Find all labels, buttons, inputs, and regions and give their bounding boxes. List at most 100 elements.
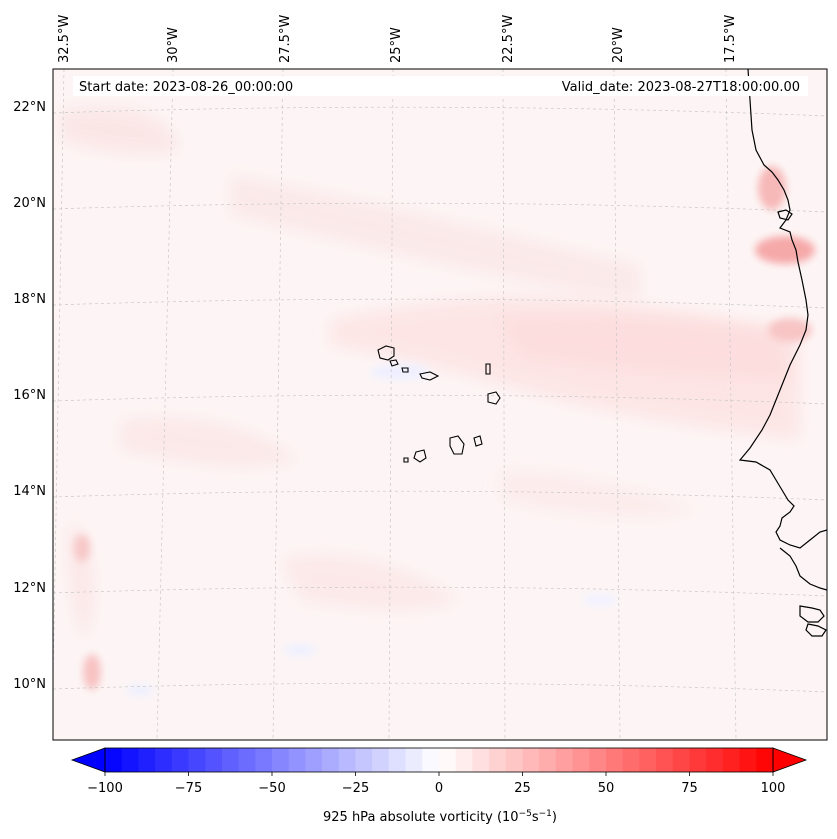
colorbar-cell: [539, 748, 557, 772]
colorbar-cell: [689, 748, 707, 772]
vorticity-maximum: [755, 236, 815, 264]
colorbar-cell: [288, 748, 306, 772]
vorticity-band: [500, 315, 790, 380]
africa-coast: [805, 623, 827, 637]
colorbar-cell: [472, 748, 490, 772]
colorbar-cell: [188, 748, 206, 772]
valid-date-label: Valid_date: 2023-08-27T18:00:00.00: [562, 80, 800, 95]
parallel-line: [53, 682, 827, 693]
coastline: [738, 69, 827, 637]
lat-label: 22°N: [13, 100, 46, 115]
island: [389, 359, 399, 367]
colorbar-cells: [105, 748, 774, 772]
latitude-labels: 22°N 20°N 18°N 16°N 14°N 12°N 10°N: [13, 100, 46, 692]
colorbar-cell: [589, 748, 607, 772]
parallel-line: [53, 298, 827, 309]
colorbar-cell: [272, 748, 290, 772]
africa-coast: [738, 69, 827, 549]
colorbar-cell: [422, 748, 440, 772]
island: [449, 435, 465, 455]
parallel-line: [53, 106, 827, 117]
island: [377, 345, 395, 361]
island: [413, 449, 427, 463]
cape-verde-islands: [377, 345, 501, 463]
vorticity-minimum: [370, 364, 430, 380]
colorbar-tick-label: −100: [87, 781, 123, 796]
graticule: [53, 69, 827, 740]
colorbar-cell: [455, 748, 473, 772]
lon-label: 20°W: [611, 27, 626, 63]
start-date-label: Start date: 2023-08-26_00:00:00: [79, 80, 293, 95]
colorbar-cell: [338, 748, 357, 772]
vorticity-field: [60, 106, 815, 696]
colorbar-tick-label: 100: [761, 781, 786, 796]
vorticity-maximum: [74, 534, 90, 562]
colorbar-cell: [572, 748, 590, 772]
longitude-labels: 32.5°W 30°W 27.5°W 25°W 22.5°W 20°W 17.5…: [57, 15, 738, 63]
map-panel: Start date: 2023-08-26_00:00:00 Valid_da…: [53, 69, 827, 740]
lon-label: 17.5°W: [723, 15, 738, 63]
parallel-line: [53, 586, 827, 597]
date-banner: [73, 76, 808, 96]
vorticity-maximum: [758, 166, 786, 210]
meridian-line: [53, 69, 65, 704]
meridian-line: [502, 69, 506, 740]
vorticity-minimum: [582, 594, 618, 606]
colorbar-tick-label: 50: [598, 781, 615, 796]
lon-label: 22.5°W: [501, 15, 516, 63]
colorbar-cell: [355, 748, 373, 772]
vorticity-minimum: [126, 684, 154, 696]
colorbar-cell: [722, 748, 741, 772]
lat-label: 18°N: [13, 292, 46, 307]
vorticity-maximum: [768, 318, 812, 342]
colorbar-cell: [522, 748, 540, 772]
vorticity-band: [500, 470, 700, 518]
colorbar-tick-label: 25: [514, 781, 531, 796]
colorbar-cell: [606, 748, 624, 772]
colorbar-cell: [756, 748, 774, 772]
island: [419, 371, 440, 381]
map-frame: [52, 68, 828, 741]
vorticity-band: [120, 417, 300, 467]
colorbar-tick-label: −50: [258, 781, 285, 796]
island: [403, 457, 409, 463]
lon-label: 25°W: [389, 27, 404, 63]
africa-coast: [799, 605, 825, 623]
colorbar-cell: [171, 748, 190, 772]
meridian-line: [272, 69, 284, 740]
lon-label: 32.5°W: [57, 15, 72, 63]
vorticity-maximum: [83, 654, 101, 690]
colorbar-cell: [388, 748, 407, 772]
colorbar-cell: [672, 748, 691, 772]
island: [487, 391, 501, 405]
colorbar-cell: [739, 748, 757, 772]
colorbar-cell: [639, 748, 657, 772]
colorbar-cell: [155, 748, 173, 772]
island: [473, 435, 483, 447]
colorbar-tick-label: −75: [175, 781, 202, 796]
colorbar-cell: [121, 748, 139, 772]
colorbar-cell: [656, 748, 674, 772]
colorbar-tick-label: −25: [342, 781, 369, 796]
colorbar-cell: [255, 748, 273, 772]
meridian-line: [156, 69, 174, 740]
colorbar-cell: [555, 748, 574, 772]
meridian-line: [388, 69, 394, 740]
colorbar-cell: [372, 748, 390, 772]
lon-label: 27.5°W: [278, 15, 293, 63]
meridian-line: [613, 69, 621, 740]
vorticity-band: [230, 175, 640, 300]
colorbar: −100 −75 −50 −25 0 25 50 75 100 925 hPa absolute…: [70, 747, 808, 825]
colorbar-extend-min: [70, 747, 106, 773]
colorbar-ticks: −100 −75 −50 −25 0 25 50 75 100: [87, 772, 785, 796]
meridian-line: [725, 69, 737, 740]
colorbar-tick-label: 75: [681, 781, 698, 796]
africa-coast: [779, 547, 827, 591]
vorticity-band: [60, 106, 180, 155]
inlet: [777, 209, 793, 221]
island: [401, 367, 409, 373]
lat-label: 16°N: [13, 388, 46, 403]
colorbar-tick-label: 0: [435, 781, 443, 796]
lat-label: 14°N: [13, 484, 46, 499]
